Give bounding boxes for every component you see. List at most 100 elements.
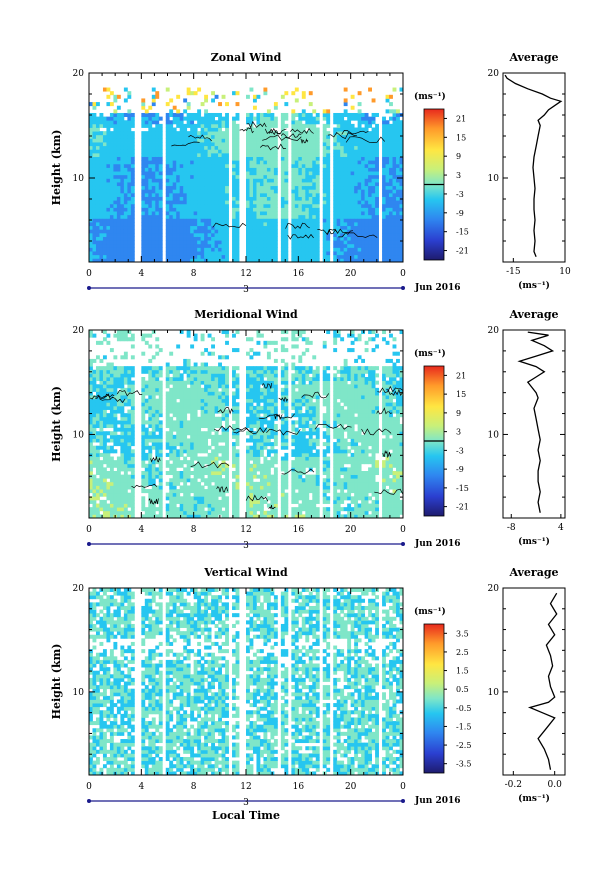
heatmap-cell <box>207 503 212 508</box>
heatmap-cell <box>343 232 348 237</box>
heatmap-cell <box>200 240 205 245</box>
heatmap-cell <box>120 160 125 165</box>
heatmap-cell <box>109 185 114 190</box>
heatmap-cell <box>109 174 114 179</box>
heatmap-cell <box>354 236 359 241</box>
heatmap-cell <box>301 182 306 187</box>
heatmap-cell <box>207 167 212 172</box>
heatmap-cell <box>326 192 331 197</box>
heatmap-cell <box>214 225 219 230</box>
heatmap-cell <box>361 174 366 179</box>
heatmap-cell <box>235 485 240 490</box>
heatmap-cell <box>246 185 250 190</box>
heatmap-cell <box>232 156 236 161</box>
heatmap-cell <box>92 251 97 256</box>
heatmap-cell <box>382 178 386 183</box>
heatmap-cell <box>204 387 209 392</box>
heatmap-cell <box>155 373 160 378</box>
heatmap-cell <box>190 456 195 461</box>
heatmap-cell <box>211 138 215 143</box>
heatmap-cell <box>106 127 111 132</box>
heatmap-cell <box>354 258 359 263</box>
heatmap-cell <box>106 134 111 139</box>
heatmap-cell <box>225 218 229 223</box>
heatmap-cell <box>218 362 222 367</box>
heatmap-cell <box>106 211 111 216</box>
heatmap-cell <box>169 492 174 497</box>
heatmap-cell <box>211 456 215 461</box>
heatmap-cell <box>158 174 163 179</box>
heatmap-cell <box>354 203 359 208</box>
heatmap-cell <box>102 471 107 476</box>
heatmap-cell <box>151 203 156 208</box>
heatmap-cell <box>249 116 254 121</box>
heatmap-cell <box>225 127 229 132</box>
heatmap-cell <box>186 102 191 107</box>
heatmap-cell <box>151 474 156 479</box>
heatmap-cell <box>144 340 149 345</box>
heatmap-cell <box>141 463 146 468</box>
heatmap-cell <box>270 200 275 205</box>
heatmap-cell <box>221 251 226 256</box>
heatmap-cell <box>305 211 310 216</box>
heatmap-cell <box>214 402 219 407</box>
heatmap-cell <box>214 243 219 248</box>
heatmap-cell <box>89 427 93 432</box>
heatmap-cell <box>305 222 310 227</box>
heatmap-cell <box>186 178 191 183</box>
heatmap-cell <box>312 200 317 205</box>
heatmap-cell <box>186 409 191 414</box>
heatmap-cell <box>382 174 386 179</box>
heatmap-cell <box>169 182 174 187</box>
heatmap-cell <box>106 156 111 161</box>
heatmap-cell <box>165 384 170 389</box>
heatmap-cell <box>291 225 296 230</box>
heatmap-cell <box>211 174 215 179</box>
heatmap-cell <box>232 152 236 157</box>
heatmap-cell <box>106 333 111 338</box>
heatmap-cell <box>183 185 188 190</box>
heatmap-cell <box>221 445 226 450</box>
heatmap-cell <box>315 196 320 201</box>
heatmap-cell <box>392 142 397 147</box>
heatmap-cell <box>144 232 149 237</box>
heatmap-cell <box>197 460 202 465</box>
heatmap-cell <box>116 207 121 212</box>
heatmap-cell <box>235 123 240 128</box>
heatmap-cell <box>301 211 306 216</box>
heatmap-cell <box>214 387 219 392</box>
heatmap-cell <box>155 420 160 425</box>
heatmap-cell <box>294 120 299 125</box>
heatmap-cell <box>368 120 372 125</box>
heatmap-cell <box>109 434 114 439</box>
heatmap-cell <box>211 438 215 443</box>
heatmap-cell <box>172 499 177 504</box>
heatmap-cell <box>102 116 107 121</box>
heatmap-cell <box>179 478 184 483</box>
heatmap-cell <box>95 369 100 374</box>
heatmap-cell <box>252 138 257 143</box>
heatmap-cell <box>343 243 348 248</box>
contour-line <box>262 134 302 141</box>
heatmap-cell <box>308 207 313 212</box>
heatmap-cell <box>169 112 174 118</box>
heatmap-cell <box>284 200 289 205</box>
heatmap-cell <box>89 156 93 161</box>
heatmap-cell <box>172 402 177 407</box>
heatmap-cell <box>113 380 118 385</box>
heatmap-cell <box>389 134 393 139</box>
heatmap-cell <box>127 463 132 468</box>
heatmap-cell <box>172 398 177 403</box>
heatmap-cell <box>176 142 181 147</box>
heatmap-cell <box>176 160 181 165</box>
heatmap-cell <box>371 200 376 205</box>
heatmap-cell <box>113 463 118 468</box>
heatmap-cell <box>207 251 212 256</box>
heatmap-cell <box>158 492 163 497</box>
heatmap-cell <box>120 507 125 512</box>
heatmap-cell <box>130 123 135 128</box>
heatmap-cell <box>294 240 299 245</box>
heatmap-cell <box>113 222 118 227</box>
heatmap-cell <box>123 243 128 248</box>
heatmap-cell <box>221 178 226 183</box>
